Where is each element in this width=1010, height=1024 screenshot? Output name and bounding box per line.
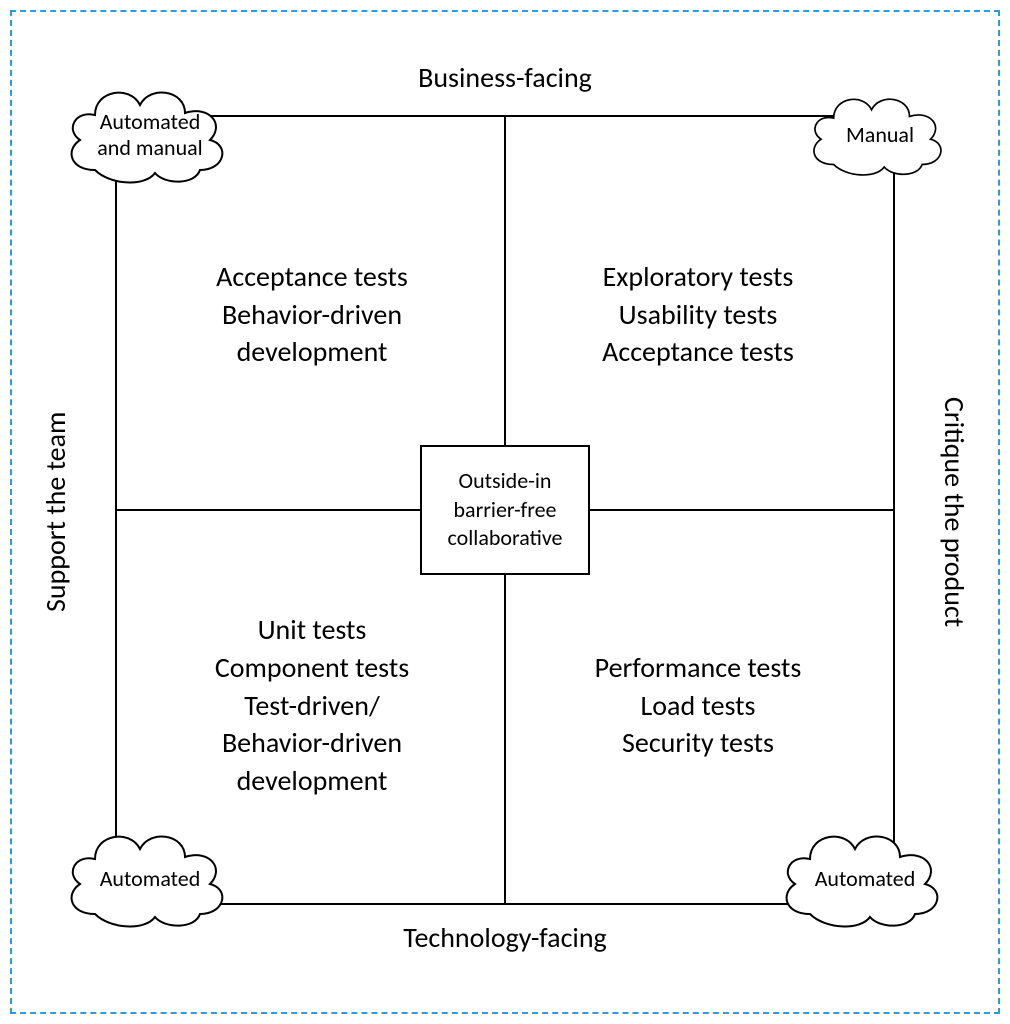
cloud-tl-line-1: and manual	[97, 135, 202, 161]
cloud-tr-line-0: Manual	[846, 122, 914, 148]
cloud-top-right: Manual	[800, 75, 960, 195]
center-line-1: barrier-free	[454, 496, 557, 525]
quadrant-frame: Acceptance tests Behavior-driven develop…	[115, 115, 895, 905]
center-line-2: collaborative	[448, 524, 563, 553]
cloud-bottom-left: Automated	[55, 819, 245, 939]
cloud-bottom-right: Automated	[770, 819, 960, 939]
q1-line-1: Component tests	[215, 649, 409, 687]
q1-line-3: Behavior-driven	[222, 724, 402, 762]
q2-line-1: Behavior-driven	[222, 296, 402, 334]
q4-line-0: Performance tests	[595, 649, 802, 687]
q3-line-1: Usability tests	[619, 296, 778, 334]
center-line-0: Outside-in	[459, 467, 552, 496]
q4-line-1: Load tests	[641, 687, 756, 725]
cloud-bl-line-0: Automated	[100, 866, 201, 892]
q1-line-4: development	[237, 762, 388, 800]
q2-line-2: development	[237, 333, 388, 371]
q3-line-0: Exploratory tests	[603, 258, 794, 296]
cloud-top-left: Automated and manual	[55, 75, 245, 195]
cloud-br-line-0: Automated	[815, 866, 916, 892]
q1-line-0: Unit tests	[258, 611, 367, 649]
cloud-tl-line-0: Automated	[97, 109, 202, 135]
q3-line-2: Acceptance tests	[602, 333, 794, 371]
q1-line-2: Test-driven/	[244, 687, 380, 725]
q2-line-0: Acceptance tests	[216, 258, 408, 296]
q4-line-2: Security tests	[622, 724, 774, 762]
center-box: Outside-in barrier-free collaborative	[420, 445, 590, 575]
